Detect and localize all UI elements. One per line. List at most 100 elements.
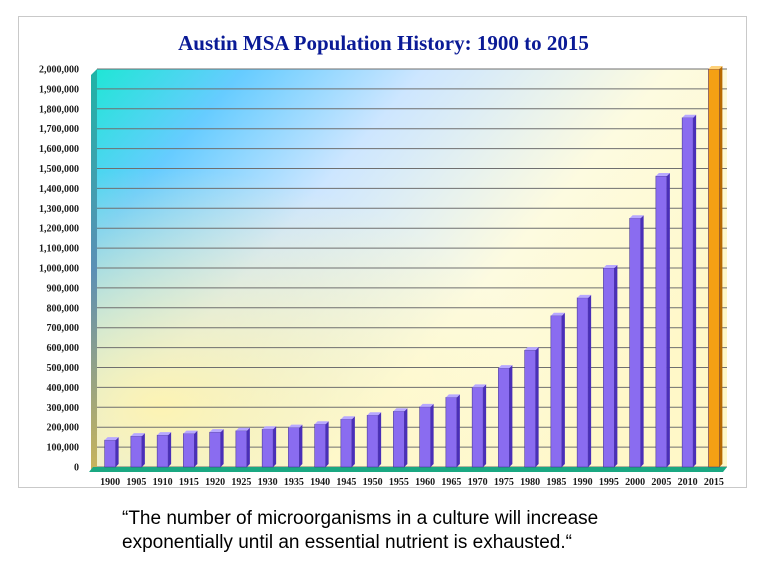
bar-side (640, 215, 644, 467)
bar-face (576, 297, 589, 468)
bar-top (577, 294, 592, 298)
bar-1940 (314, 421, 329, 468)
bar-face (261, 428, 274, 468)
bar-side (509, 365, 513, 467)
x-tick-label: 1915 (179, 477, 199, 487)
y-axis-tick-labels: 0 100,000 200,000 300,000 400,000 500,000 600,… (39, 65, 79, 474)
x-tick-label: 1920 (205, 477, 225, 487)
x-tick-label: 2000 (625, 477, 645, 487)
bar-side (115, 437, 119, 467)
bar-face (498, 367, 510, 468)
y-tick-label: 1,300,000 (39, 204, 79, 215)
y-tick-label: 1,900,000 (39, 84, 79, 95)
x-tick-label: 1965 (441, 477, 461, 487)
bar-chart: 0 100,000 200,000 300,000 400,000 500,000 600,… (39, 65, 727, 487)
bar-side (246, 427, 250, 467)
x-tick-label: 1905 (126, 477, 146, 487)
bar-top (603, 265, 618, 268)
x-tick-label: 1985 (546, 477, 566, 487)
bar-face (550, 315, 563, 468)
bar-side (693, 114, 697, 467)
bar-2000 (629, 215, 644, 468)
bar-1980 (524, 347, 539, 468)
bar-face (445, 397, 458, 468)
bar-top (708, 66, 723, 69)
bar-face (183, 433, 195, 468)
bar-top (445, 394, 460, 398)
bar-top (130, 433, 145, 437)
x-tick-label: 1925 (231, 477, 251, 487)
bar-2010 (681, 114, 697, 468)
bar-top (472, 384, 487, 388)
bar-side (483, 384, 487, 467)
x-tick-label: 1940 (310, 477, 330, 487)
bar-1930 (261, 426, 277, 468)
bar-top (262, 426, 277, 430)
bar-top (419, 403, 434, 407)
bar-2015 (708, 66, 723, 468)
x-tick-label: 1970 (468, 477, 488, 487)
caption: “The number of microorganisms in a cultu… (122, 507, 742, 555)
bar-top (288, 424, 303, 428)
bar-1925 (235, 427, 250, 468)
x-tick-label: 1995 (599, 477, 619, 487)
bar-side (141, 433, 145, 467)
chart-floor (89, 467, 727, 472)
y-tick-label: 1,700,000 (39, 124, 79, 135)
bar-top (393, 408, 408, 412)
bar-face (681, 117, 694, 468)
bar-1970 (471, 384, 487, 468)
bar-top (524, 347, 539, 351)
bar-side (299, 424, 303, 467)
x-tick-label: 1930 (258, 477, 278, 487)
bar-face (209, 431, 221, 468)
bar-face (471, 387, 484, 468)
bar-side (588, 294, 592, 467)
y-tick-label: 400,000 (47, 383, 80, 394)
bar-side (351, 416, 355, 467)
bar-top (550, 312, 565, 316)
bar-face (235, 430, 248, 468)
bar-1990 (576, 294, 592, 468)
bar-top (209, 429, 224, 433)
y-tick-label: 1,800,000 (39, 104, 79, 115)
bar-face (419, 406, 431, 468)
bar-1960 (419, 403, 434, 468)
y-tick-label: 1,200,000 (39, 224, 79, 235)
x-tick-label: 1935 (284, 477, 304, 487)
bar-1985 (550, 312, 565, 468)
bar-1905 (130, 433, 145, 468)
y-tick-label: 1,500,000 (39, 164, 79, 175)
x-tick-label: 2015 (704, 477, 724, 487)
bar-top (682, 114, 697, 118)
y-tick-label: 1,600,000 (39, 144, 79, 155)
x-tick-label: 2005 (651, 477, 671, 487)
bar-1975 (498, 365, 513, 468)
x-tick-label: 1960 (415, 477, 435, 487)
bar-top (183, 430, 198, 434)
bar-top (314, 421, 329, 425)
bar-1915 (183, 430, 198, 468)
bar-face (393, 411, 405, 468)
x-axis-tick-labels: 1900 1905 1910 1915 1920 1925 1930 1935 1940 1945… (100, 477, 724, 487)
bar-1965 (445, 394, 460, 468)
chart-title: Austin MSA Population History: 1900 to 2… (178, 31, 589, 55)
bar-face (629, 218, 641, 468)
bar-1935 (288, 424, 303, 468)
bar-side (325, 421, 329, 467)
bar-side (273, 426, 277, 467)
x-tick-label: 1955 (389, 477, 409, 487)
bar-face (156, 434, 169, 468)
y-tick-label: 1,100,000 (39, 244, 79, 255)
y-tick-label: 1,000,000 (39, 264, 79, 275)
bar-top (498, 365, 513, 369)
bar-side (194, 430, 198, 467)
bar-side (404, 408, 408, 467)
y-tick-label: 0 (74, 463, 79, 474)
bar-top (235, 427, 250, 431)
y-tick-label: 200,000 (47, 423, 80, 434)
y-tick-label: 300,000 (47, 403, 80, 414)
caption-line-2: exponentially until an essential nutrien… (122, 532, 572, 553)
bar-face (603, 267, 615, 468)
bar-top (655, 173, 670, 177)
